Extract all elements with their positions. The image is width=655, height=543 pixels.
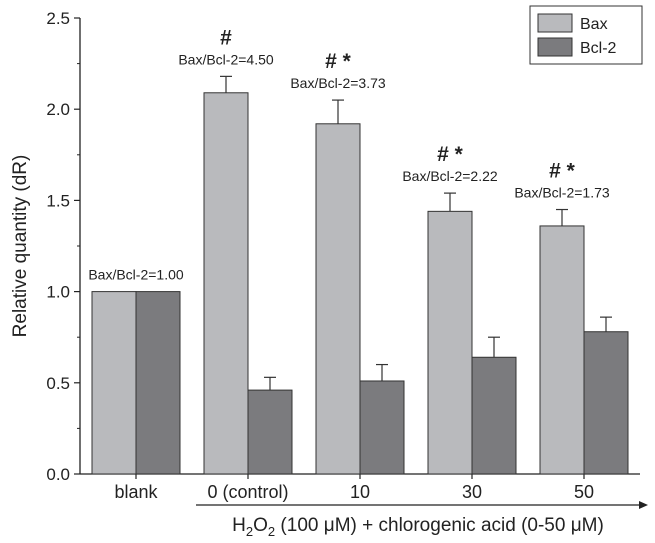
significance-label: # * xyxy=(549,160,576,183)
y-tick-label: 1.0 xyxy=(46,283,70,302)
bar-bax xyxy=(315,123,361,475)
bar-bax xyxy=(91,291,137,475)
ratio-label: Bax/Bcl-2=4.50 xyxy=(178,51,274,67)
y-tick-label: 0.5 xyxy=(46,374,70,393)
y-tick-label: 1.5 xyxy=(46,191,70,210)
y-tick-label: 2.5 xyxy=(46,9,70,28)
x-tick-label: 50 xyxy=(574,482,594,502)
ratio-label: Bax/Bcl-2=1.00 xyxy=(88,267,184,283)
bar-bax xyxy=(427,210,473,475)
significance-label: # * xyxy=(325,50,352,73)
ratio-label: Bax/Bcl-2=2.22 xyxy=(402,168,498,184)
x-axis-title: H2O2 (100 μM) + chlorogenic acid (0-50 μ… xyxy=(232,515,604,539)
ratio-label: Bax/Bcl-2=3.73 xyxy=(290,75,386,91)
y-tick-label: 2.0 xyxy=(46,100,70,119)
x-tick-label: 0 (control) xyxy=(207,482,288,502)
bar-bax xyxy=(539,225,585,475)
x-tick-label: blank xyxy=(114,482,158,502)
x-title-part: (100 μM) + chlorogenic acid (0-50 μM) xyxy=(275,515,604,536)
x-title-part: O xyxy=(253,515,268,536)
ratio-label: Bax/Bcl-2=1.73 xyxy=(514,185,610,201)
y-tick-label: 0.0 xyxy=(46,465,70,484)
bar-bax xyxy=(203,92,249,475)
significance-label: # * xyxy=(437,143,464,166)
bar-bcl-2 xyxy=(583,331,629,475)
bar-bcl-2 xyxy=(135,291,181,475)
chart-bars xyxy=(91,75,629,475)
bar-bcl-2 xyxy=(247,389,293,475)
x-title-part: H xyxy=(232,515,246,536)
bar-bcl-2 xyxy=(471,356,517,475)
significance-label: # xyxy=(220,26,232,49)
legend-swatch xyxy=(537,13,573,33)
x-title-subscript: 2 xyxy=(246,524,253,539)
legend-label: Bcl-2 xyxy=(580,40,617,57)
x-title-subscript: 2 xyxy=(268,524,275,539)
chart-legend: Bax Bcl-2 xyxy=(529,5,643,65)
chart-labels: Bax/Bcl-2=1.00 Bax/Bcl-2=4.50 # Bax/Bcl-2=3… xyxy=(88,26,610,282)
legend-swatch xyxy=(537,37,573,57)
y-axis-title: Relative quantity (dR) xyxy=(10,155,31,338)
x-group-arrow-head xyxy=(639,501,648,509)
bar-bcl-2 xyxy=(359,380,405,475)
x-tick-label: 30 xyxy=(462,482,482,502)
x-tick-label: 10 xyxy=(350,482,370,502)
legend-label: Bax xyxy=(580,16,608,33)
